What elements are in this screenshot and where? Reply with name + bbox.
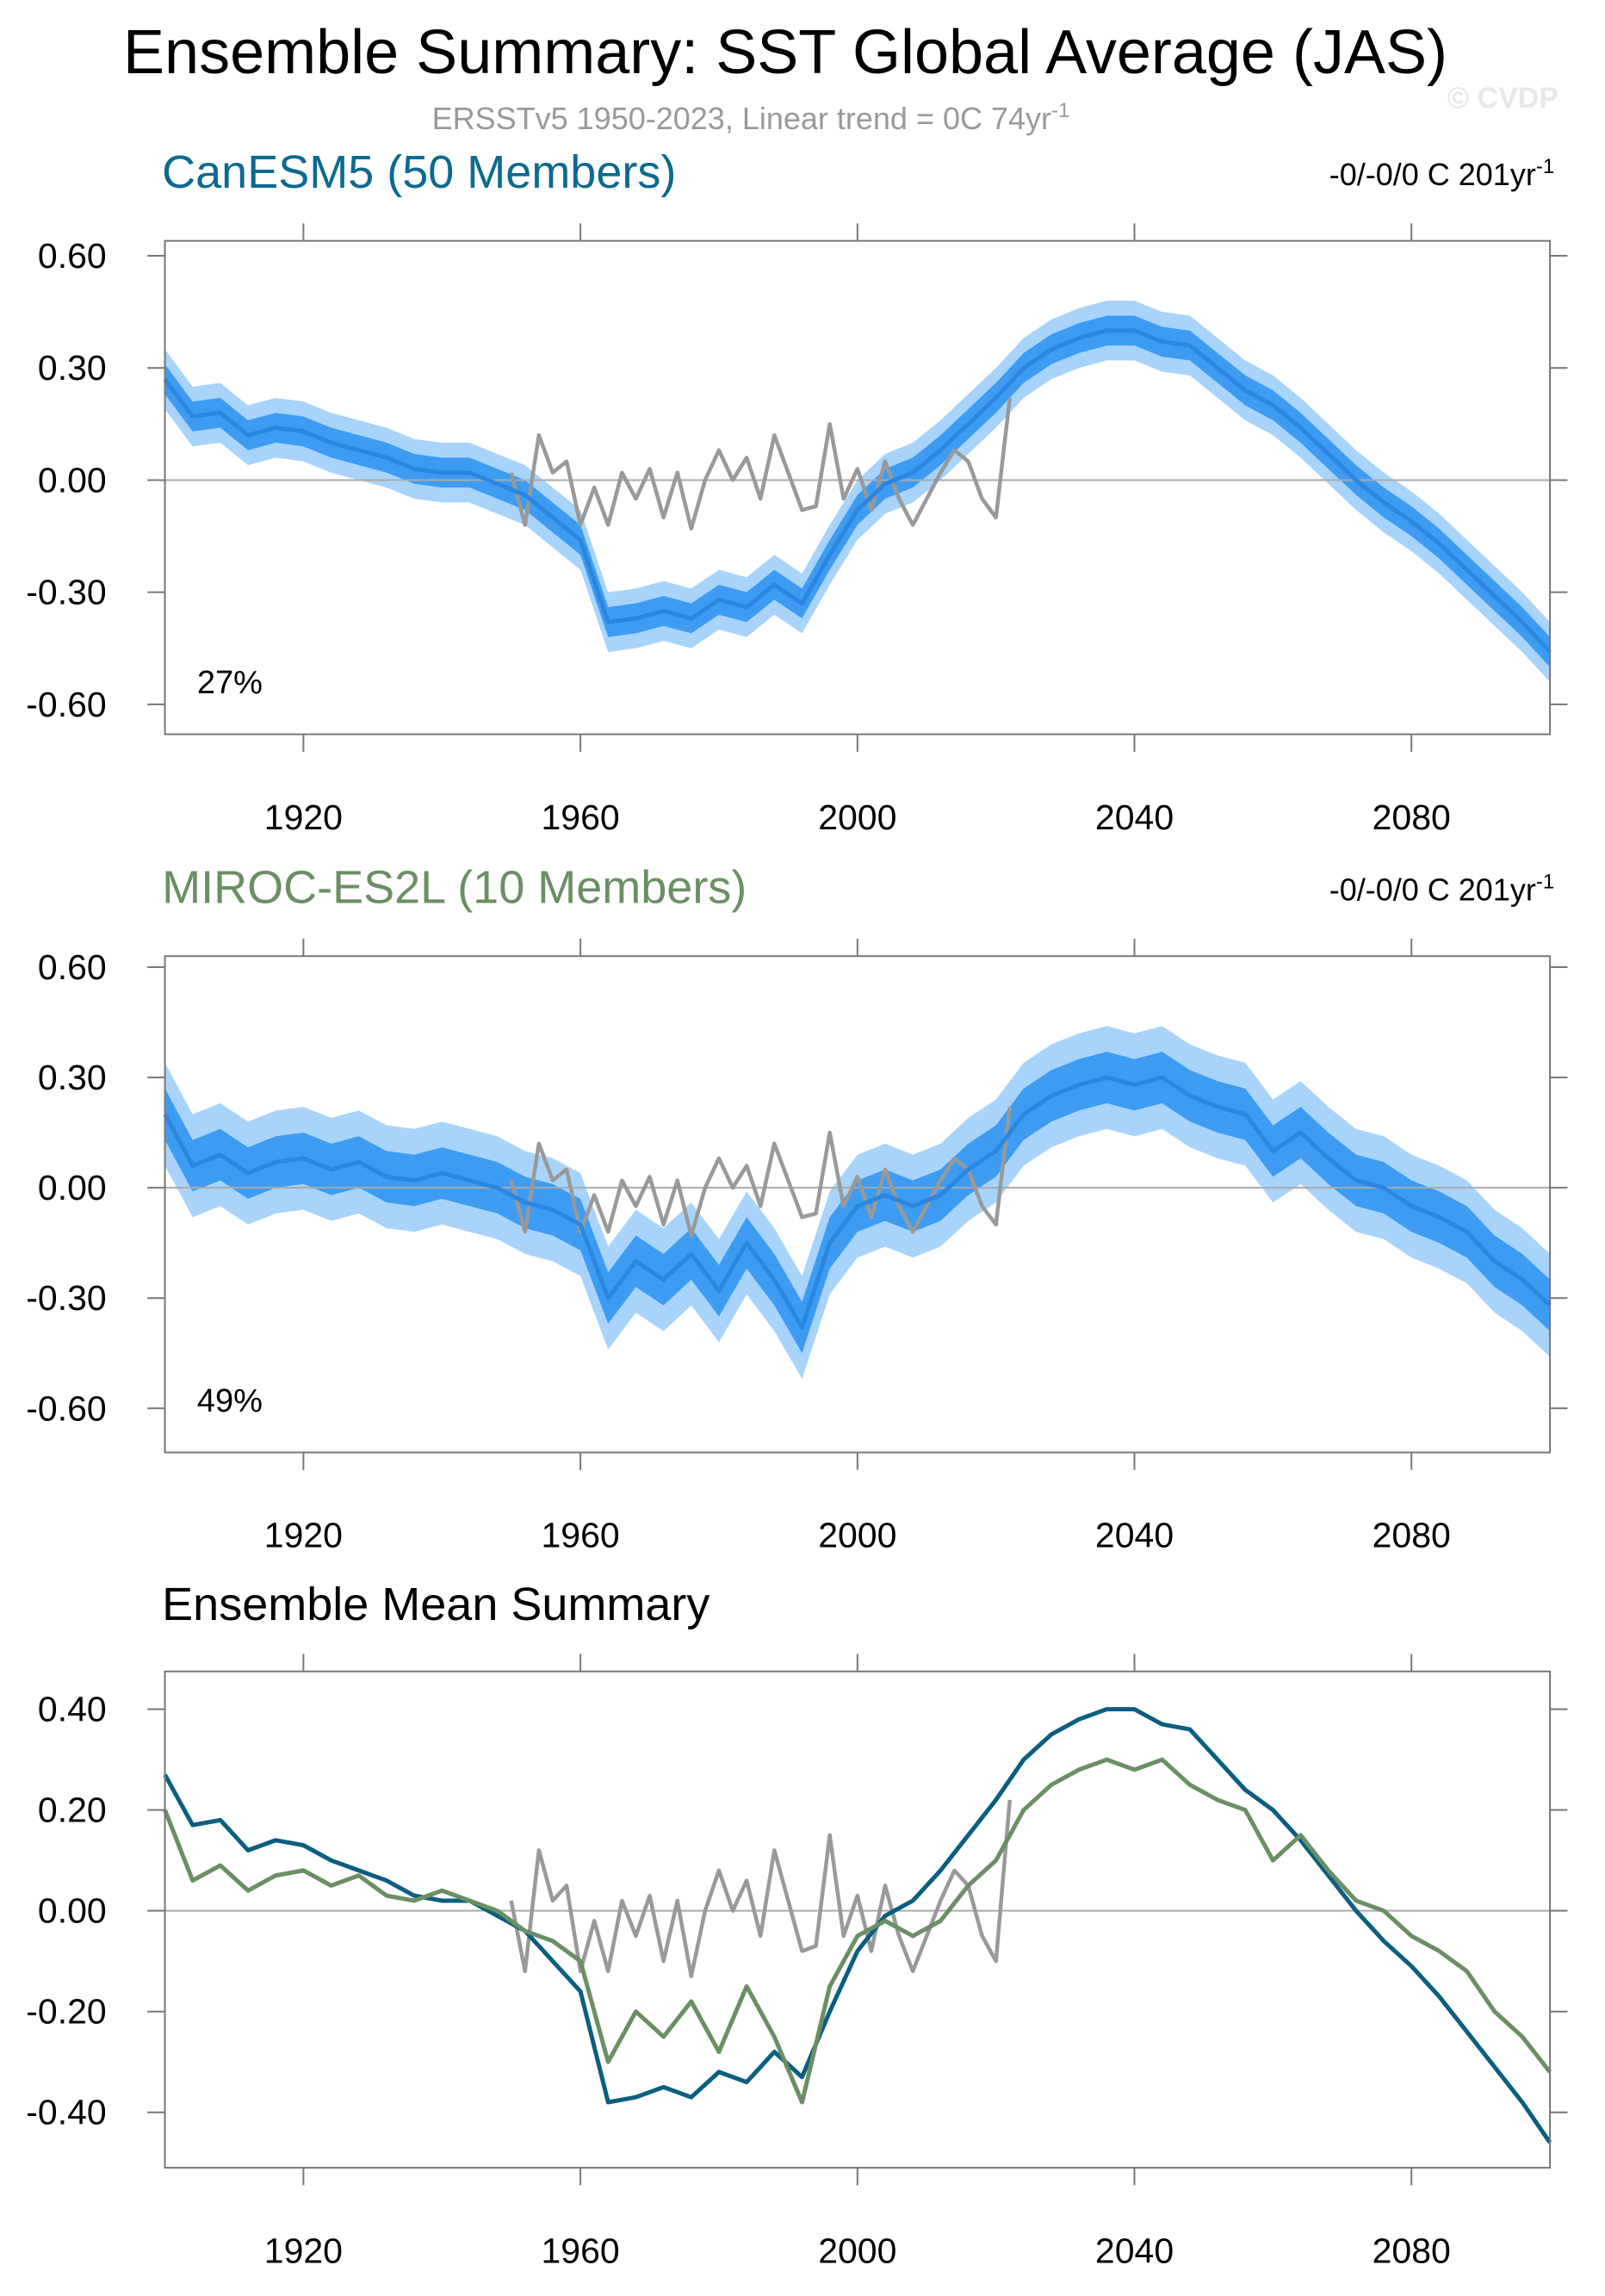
plot-frame bbox=[164, 1670, 1552, 2169]
spread-band bbox=[164, 301, 1551, 682]
x-tick-label: 1960 bbox=[541, 797, 619, 837]
y-tick-label: 0.40 bbox=[38, 1690, 107, 1729]
y-tick-label: -0.40 bbox=[26, 2093, 106, 2132]
obs-line bbox=[509, 1106, 1012, 1238]
x-tick-label: 2040 bbox=[1095, 797, 1174, 837]
x-tick-label: 2040 bbox=[1095, 1516, 1174, 1555]
panel-title: MIROC-ES2L (10 Members) bbox=[162, 862, 747, 914]
credit: © CVDP bbox=[1447, 82, 1559, 115]
y-tick-label: 0.30 bbox=[38, 348, 107, 388]
trend-sup: -1 bbox=[1536, 155, 1554, 178]
obs-line bbox=[509, 1799, 1012, 1978]
panel: CanESM5 (50 Members) -0/-0/0 C 201yr-1 27%… bbox=[26, 146, 1568, 837]
x-tick-label: 2000 bbox=[818, 797, 896, 837]
x-tick-label: 1920 bbox=[264, 1516, 343, 1555]
y-tick-label: 0.00 bbox=[38, 1891, 107, 1931]
trend-label: -0/-0/0 C 201yr-1 bbox=[1329, 871, 1554, 908]
x-tick-label: 1960 bbox=[541, 2231, 619, 2270]
trend-text: -0/-0/0 C 201yr bbox=[1329, 872, 1536, 908]
y-tick-label: 0.00 bbox=[38, 460, 107, 500]
x-tick-label: 2000 bbox=[818, 1516, 896, 1555]
obs-line bbox=[509, 397, 1012, 531]
panel-title: Ensemble Mean Summary bbox=[162, 1579, 710, 1630]
spread-band bbox=[164, 1052, 1551, 1354]
panel: Ensemble Mean Summary -0.40 -0.20 0.00 0.20 0… bbox=[26, 1579, 1568, 2270]
page-title: Ensemble Summary: SST Global Average (JA… bbox=[123, 18, 1447, 87]
subtitle-text: ERSSTv5 1950-2023, Linear trend = 0C 74y… bbox=[432, 101, 1051, 136]
x-tick-label: 2080 bbox=[1373, 1516, 1451, 1555]
x-tick-label: 1960 bbox=[541, 1516, 619, 1555]
y-tick-label: -0.30 bbox=[26, 573, 106, 612]
x-tick-label: 2080 bbox=[1373, 2231, 1451, 2270]
subtitle-sup: -1 bbox=[1051, 99, 1069, 122]
y-tick-label: -0.60 bbox=[26, 1388, 106, 1428]
x-tick-label: 2000 bbox=[818, 2231, 896, 2270]
y-tick-label: 0.20 bbox=[38, 1790, 107, 1830]
x-tick-label: 1920 bbox=[264, 797, 343, 837]
y-tick-label: -0.60 bbox=[26, 685, 106, 724]
y-tick-label: 0.00 bbox=[38, 1168, 107, 1207]
mean-line bbox=[163, 1757, 1552, 2105]
trend-label: -0/-0/0 C 201yr-1 bbox=[1329, 155, 1554, 192]
trend-sup: -1 bbox=[1536, 871, 1554, 894]
y-tick-label: 0.60 bbox=[38, 236, 107, 276]
panel: MIROC-ES2L (10 Members) -0/-0/0 C 201yr-1… bbox=[26, 862, 1568, 1555]
subtitle: ERSSTv5 1950-2023, Linear trend = 0C 74y… bbox=[432, 99, 1070, 136]
mean-line bbox=[163, 1707, 1552, 2144]
percent-label: 49% bbox=[197, 1383, 263, 1419]
mean-line bbox=[163, 1075, 1552, 1330]
y-tick-label: 0.30 bbox=[38, 1058, 107, 1097]
mean-line bbox=[163, 328, 1552, 654]
x-tick-label: 2080 bbox=[1373, 797, 1451, 837]
percent-label: 27% bbox=[197, 665, 263, 701]
y-tick-label: -0.20 bbox=[26, 1992, 106, 2032]
x-tick-label: 1920 bbox=[264, 2231, 343, 2270]
panel-title: CanESM5 (50 Members) bbox=[162, 146, 676, 198]
y-tick-label: 0.60 bbox=[38, 947, 107, 987]
y-tick-label: -0.30 bbox=[26, 1278, 106, 1318]
trend-text: -0/-0/0 C 201yr bbox=[1329, 157, 1536, 192]
x-tick-label: 2040 bbox=[1095, 2231, 1174, 2270]
